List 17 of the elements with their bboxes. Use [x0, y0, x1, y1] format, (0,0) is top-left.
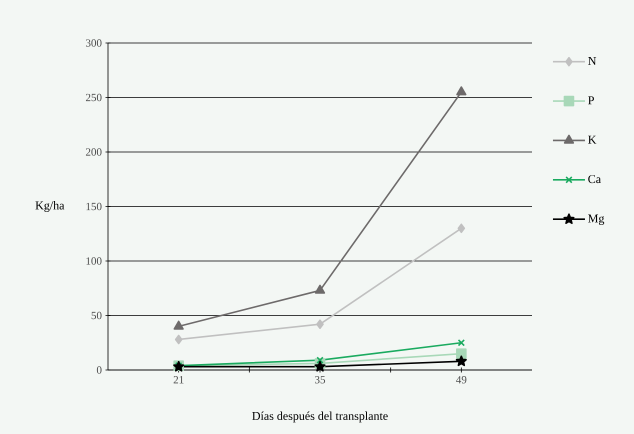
x-tick-label: 49	[456, 376, 466, 384]
x-tick-label: 21	[174, 376, 184, 384]
y-tick-label: 150	[86, 202, 102, 210]
y-tick-label: 250	[86, 94, 102, 102]
y-tick-label: 50	[92, 312, 102, 320]
legend-label: Mg	[588, 214, 604, 225]
legend-label: N	[588, 57, 596, 65]
legend-label: Ca	[588, 175, 601, 184]
y-axis-title: Kg/ha	[35, 201, 64, 212]
y-tick-label: 300	[86, 39, 102, 47]
y-tick-label: 100	[86, 257, 102, 265]
y-tick-label: 0	[96, 366, 102, 374]
y-tick-label: 200	[86, 148, 102, 156]
x-tick-label: 35	[315, 376, 326, 384]
legend-label: P	[588, 96, 594, 104]
legend-label: K	[588, 136, 596, 144]
x-axis-title: Días después del transplante	[252, 412, 388, 422]
